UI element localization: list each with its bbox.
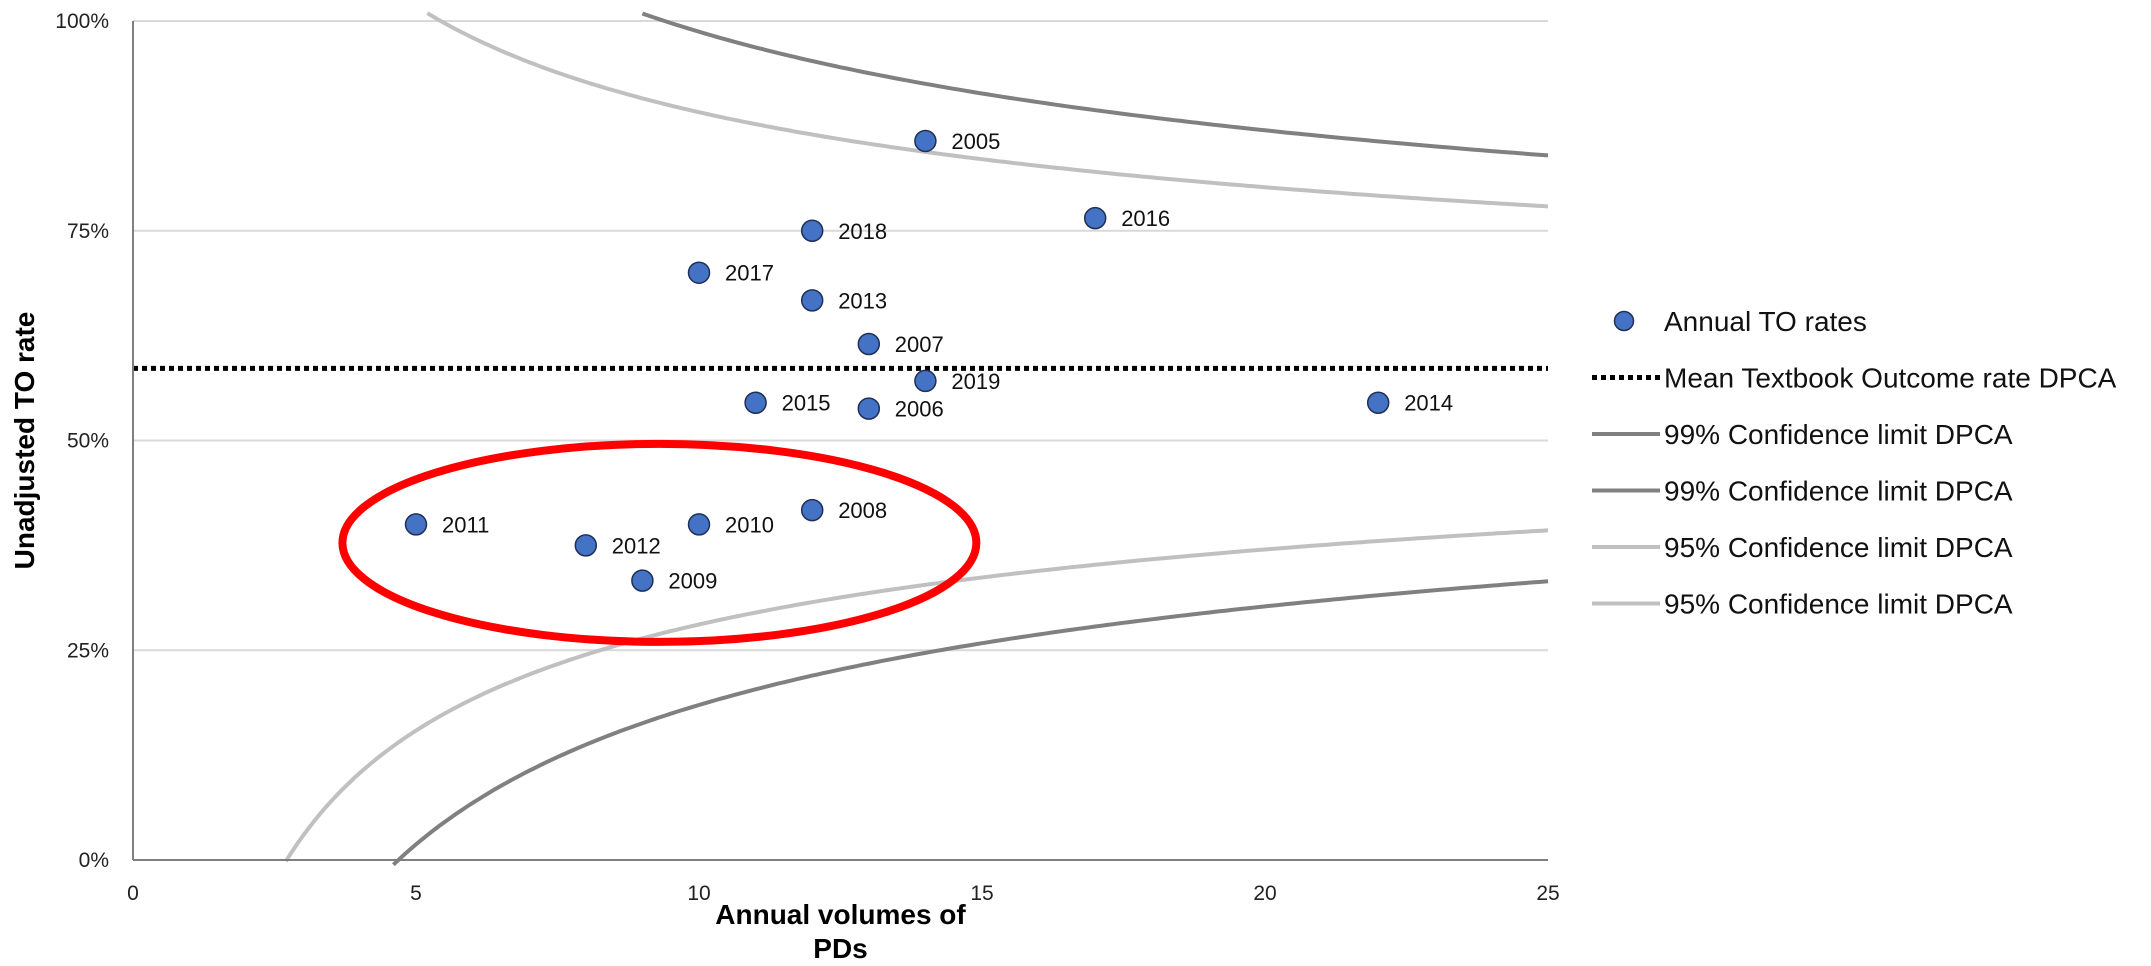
data-point xyxy=(800,219,824,242)
data-point-label: 2016 xyxy=(1121,206,1170,231)
data-point-label: 2008 xyxy=(838,498,887,523)
legend-label-95-lower: 95% Confidence limit DPCA xyxy=(1664,589,2013,620)
limit-curve-lower xyxy=(392,579,1549,867)
data-point-label: 2010 xyxy=(725,512,774,537)
x-tick-label: 0 xyxy=(127,882,139,905)
data-point xyxy=(857,332,881,356)
limit-curve-upper xyxy=(641,11,1549,158)
data-point-label: 2012 xyxy=(612,533,661,558)
legend-item-99-lower: 99% Confidence limit DPCA xyxy=(1592,476,2013,507)
legend-item-points: Annual TO rates xyxy=(1613,306,1867,337)
y-tick-labels: 0% 25% 50% 75% 100% xyxy=(55,10,109,872)
legend-item-99-upper: 99% Confidence limit DPCA xyxy=(1592,419,2013,450)
x-tick-label: 15 xyxy=(970,882,993,905)
data-points xyxy=(404,129,1390,592)
data-point xyxy=(744,391,767,414)
x-tick-label: 20 xyxy=(1253,882,1276,905)
data-point-label: 2018 xyxy=(838,219,887,244)
data-point-label: 2013 xyxy=(838,288,887,313)
y-tick-label: 50% xyxy=(67,430,109,453)
legend-label-mean: Mean Textbook Outcome rate DPCA xyxy=(1664,363,2117,394)
legend-item-95-upper: 95% Confidence limit DPCA xyxy=(1592,532,2013,563)
data-point xyxy=(1083,206,1107,230)
data-point xyxy=(631,569,654,592)
data-point-label: 2017 xyxy=(725,261,774,286)
confidence-limit-lines xyxy=(284,11,1549,867)
legend-item-mean: Mean Textbook Outcome rate DPCA xyxy=(1592,363,2117,394)
y-tick-label: 25% xyxy=(67,639,109,662)
data-point xyxy=(574,534,598,557)
y-gridlines xyxy=(133,20,1548,652)
data-point-labels: 2005 2006 2007 2008 2009 2010 2011 2012 2013 2014… xyxy=(442,129,1453,594)
data-point-label: 2015 xyxy=(782,391,831,416)
x-axis-title-line: PDs xyxy=(813,933,867,964)
x-tick-label: 5 xyxy=(410,882,422,905)
legend-marker-points xyxy=(1613,310,1635,332)
data-point xyxy=(800,289,824,312)
data-point xyxy=(914,129,937,153)
y-tick-label: 0% xyxy=(79,849,109,872)
y-axis-title: Unadjusted TO rate xyxy=(9,312,40,570)
data-point xyxy=(687,513,711,536)
legend-label-99-upper: 99% Confidence limit DPCA xyxy=(1664,419,2013,450)
data-point xyxy=(857,397,881,420)
legend-label-95-upper: 95% Confidence limit DPCA xyxy=(1664,532,2013,563)
data-point-label: 2007 xyxy=(895,332,944,357)
y-tick-label: 75% xyxy=(67,220,109,243)
data-point-label: 2005 xyxy=(951,129,1000,154)
legend-item-95-lower: 95% Confidence limit DPCA xyxy=(1592,589,2013,620)
highlight-ellipse xyxy=(338,439,981,646)
data-point-label: 2019 xyxy=(951,369,1000,394)
legend-label-99-lower: 99% Confidence limit DPCA xyxy=(1664,476,2013,507)
data-point xyxy=(687,261,711,284)
data-point-label: 2009 xyxy=(668,569,717,594)
data-point xyxy=(800,498,824,522)
data-point xyxy=(914,369,937,393)
data-point xyxy=(1366,391,1390,414)
axes xyxy=(132,21,1548,861)
data-point-label: 2006 xyxy=(895,397,944,422)
x-tick-labels: 0 5 10 15 20 25 xyxy=(127,882,1560,905)
y-tick-label: 100% xyxy=(55,10,109,33)
x-axis-title-line: Annual volumes of xyxy=(715,899,966,930)
data-point xyxy=(404,513,428,536)
limit-curve-lower xyxy=(284,528,1549,863)
legend-label-points: Annual TO rates xyxy=(1664,306,1867,337)
x-tick-label: 10 xyxy=(687,882,710,905)
x-tick-label: 25 xyxy=(1536,882,1559,905)
data-point-label: 2014 xyxy=(1404,391,1453,416)
data-point-label: 2011 xyxy=(442,512,489,537)
x-axis-title: Annual volumes of PDs xyxy=(715,899,966,964)
limit-curve-upper xyxy=(426,11,1549,209)
legend: Annual TO rates Mean Textbook Outcome ra… xyxy=(1592,306,2117,620)
